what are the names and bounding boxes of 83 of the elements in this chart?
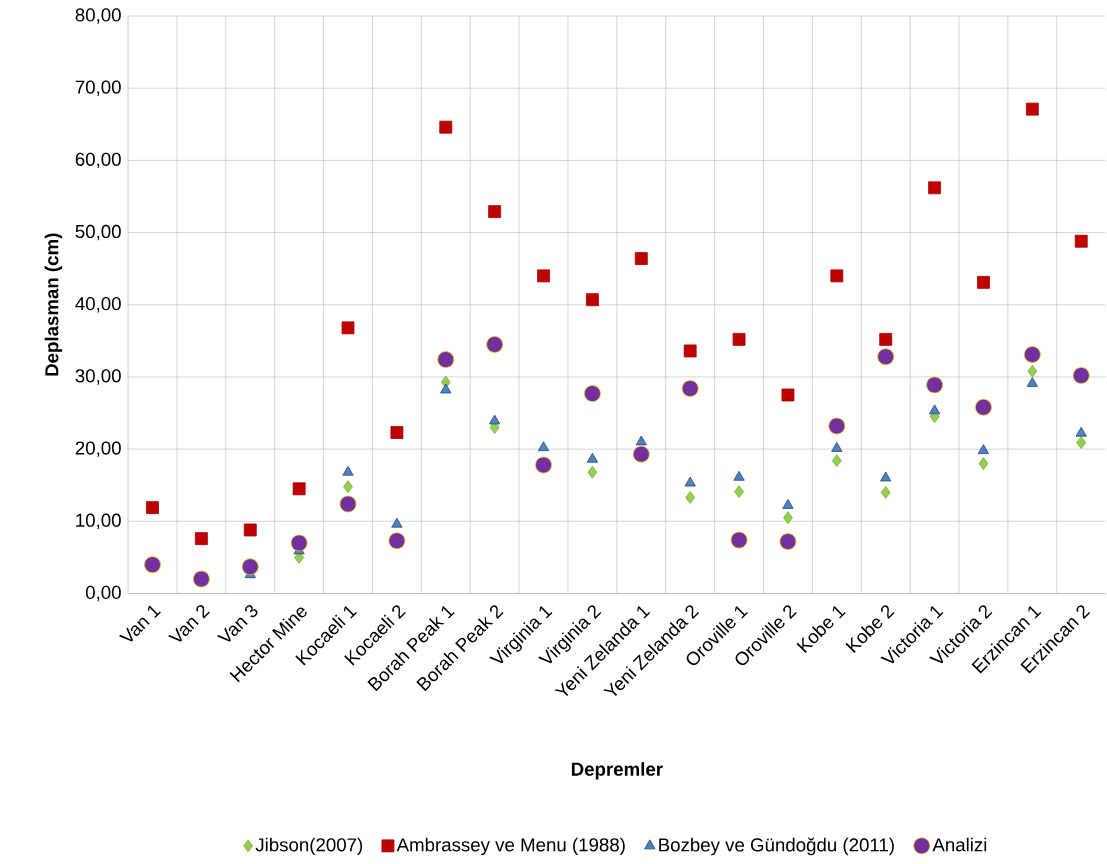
y-tick-label: 80,00	[75, 8, 121, 24]
point	[388, 532, 406, 550]
y-tick-label: 40,00	[75, 296, 121, 313]
point	[537, 269, 550, 283]
point	[830, 269, 844, 283]
point	[977, 444, 990, 454]
point	[975, 398, 992, 416]
legend-label: Bozbey ve Gündoğdu (2011)	[659, 837, 894, 856]
point	[341, 321, 355, 335]
point	[783, 511, 793, 524]
point	[978, 457, 989, 470]
point	[192, 570, 210, 588]
y-tick-label: 10,00	[76, 513, 121, 529]
legend-label: Jibson(2007)	[255, 837, 363, 855]
point	[828, 417, 846, 435]
point	[439, 120, 453, 134]
point	[1076, 436, 1087, 449]
point	[390, 426, 404, 439]
point	[243, 523, 257, 537]
point	[877, 348, 895, 366]
point	[730, 531, 748, 549]
point	[488, 205, 502, 218]
point	[831, 454, 842, 467]
point	[586, 452, 599, 463]
point	[632, 445, 650, 463]
point	[831, 441, 843, 452]
point	[437, 351, 455, 368]
point	[343, 480, 353, 493]
point	[684, 476, 696, 487]
point	[880, 485, 891, 499]
point	[241, 558, 259, 576]
point	[486, 335, 504, 353]
point	[879, 332, 893, 346]
point	[290, 534, 308, 552]
point	[537, 441, 550, 451]
point	[732, 332, 746, 346]
point	[681, 379, 699, 397]
point	[1075, 426, 1087, 437]
point	[391, 517, 403, 528]
legend-label: Analizi	[932, 837, 987, 852]
point	[292, 482, 306, 496]
point	[683, 344, 697, 358]
point	[339, 495, 357, 513]
point	[489, 414, 501, 425]
x-tick-label: Van 2	[168, 604, 210, 642]
point	[587, 465, 598, 479]
x-axis-title: Depremler	[571, 761, 663, 780]
y-tick-label: 0,00	[85, 585, 121, 602]
point	[782, 498, 794, 509]
y-axis-title: Deplasman (cm)	[44, 233, 63, 376]
point	[928, 404, 941, 415]
point	[928, 181, 941, 195]
point	[1026, 376, 1038, 387]
point	[1074, 234, 1088, 248]
point	[779, 533, 797, 550]
point	[146, 501, 159, 514]
point	[535, 456, 552, 474]
legend-label: Ambrassey ve Menu (1988)	[396, 837, 625, 855]
point	[733, 470, 745, 481]
y-tick-label: 60,00	[75, 152, 121, 168]
point	[1072, 366, 1090, 384]
point	[634, 252, 648, 265]
point	[926, 376, 943, 394]
point	[1023, 346, 1041, 363]
point	[584, 385, 601, 402]
point	[734, 485, 744, 498]
point	[144, 556, 161, 573]
y-tick-label: 70,00	[75, 80, 121, 96]
y-tick-label: 30,00	[75, 369, 121, 385]
point	[781, 388, 795, 402]
point	[977, 275, 990, 289]
point	[440, 383, 452, 394]
y-tick-label: 50,00	[75, 224, 121, 241]
point	[685, 490, 696, 504]
y-tick-label: 20,00	[75, 441, 121, 457]
point	[342, 465, 354, 476]
x-tick-label: Van 1	[119, 605, 161, 642]
point	[1025, 102, 1039, 116]
point	[1027, 364, 1038, 378]
point	[194, 532, 208, 545]
point	[635, 435, 647, 446]
point	[586, 293, 599, 306]
point	[880, 471, 892, 482]
